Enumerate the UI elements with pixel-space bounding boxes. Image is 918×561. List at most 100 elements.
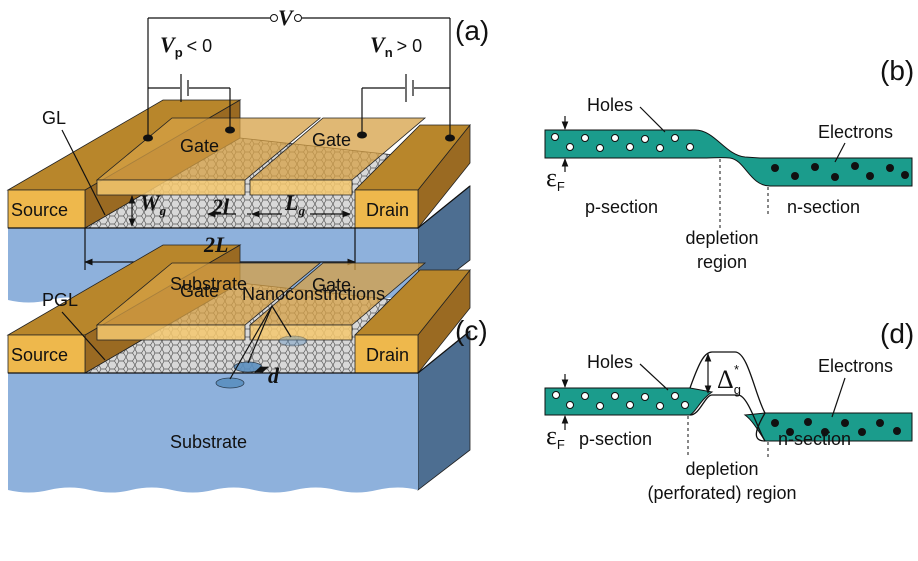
hole [552,391,560,399]
gap-lens [689,351,766,442]
fermi-label: εF [546,163,565,194]
terminal [270,14,278,22]
electron [886,164,894,172]
vp-label: Vp < 0 [160,32,212,60]
energy-band [544,129,913,187]
electron [811,163,819,171]
gap-label: 2l [211,194,230,219]
hole [641,135,649,143]
leader [834,142,846,163]
panel-tag: (c) [455,315,488,346]
leader [61,311,106,361]
electrode [357,131,367,139]
source-label: Source [11,200,68,220]
hole [611,392,619,400]
electron [901,171,909,179]
depletion-label: (perforated) region [647,483,796,503]
substrate-label: Substrate [170,432,247,452]
hole [686,143,694,151]
device-c [6,244,471,493]
hole [596,402,604,410]
length-label: 2L [203,232,228,257]
lg-label: Lg [284,190,305,218]
electrode [445,134,455,142]
wg-label: Wg [140,190,167,218]
electron [821,428,829,436]
p-section-label: p-section [585,197,658,217]
nanoconstriction [278,335,308,347]
substrate-edge [417,185,471,229]
terminal [294,14,302,22]
panel-tag: (b) [880,55,914,86]
hole [566,401,574,409]
hole [641,393,649,401]
gate-front [249,324,353,341]
substrate-edge [417,330,471,374]
hole [611,134,619,142]
gap-label: Δg* [717,362,741,397]
gate-label: Gate [312,130,351,150]
electron [786,428,794,436]
electron [893,427,901,435]
electron [831,173,839,181]
substrate-label: Substrate [170,274,247,294]
band-diagrams [544,106,913,458]
layer-label: PGL [42,290,78,310]
depletion-label: depletion [685,459,758,479]
holes-label: Holes [587,352,633,372]
electron [791,172,799,180]
gate-front [96,324,246,341]
nanoconstrictions-label: Nanoconstrictions [242,284,385,304]
source-label: Source [11,345,68,365]
hole [626,143,634,151]
electrons-label: Electrons [818,356,893,376]
leader [639,106,666,133]
nanoconstriction [215,377,245,389]
electron [771,419,779,427]
hole [656,402,664,410]
hole [551,133,559,141]
electron [876,419,884,427]
electrode [225,126,235,134]
hole [581,134,589,142]
electron [841,419,849,427]
electrode [143,134,153,142]
depletion-label: region [697,252,747,272]
leader [639,363,669,391]
drain-label: Drain [366,345,409,365]
depletion-label: depletion [685,228,758,248]
fermi-label: εF [546,421,565,452]
hole [656,144,664,152]
leader [61,129,106,216]
hole [566,143,574,151]
hole [681,401,689,409]
leader [271,305,292,338]
gate-front [249,179,353,196]
n-section-label: n-section [787,197,860,217]
panel-tag: (d) [880,318,914,349]
gate-label: Gate [180,281,219,301]
hole [671,392,679,400]
electron [866,172,874,180]
leader [247,305,273,364]
layer-label: GL [42,108,66,128]
electron [858,428,866,436]
gate-label: Gate [180,136,219,156]
electrons-label: Electrons [818,122,893,142]
voltage-label: V [278,5,295,30]
panel-tag: (a) [455,15,489,46]
vn-label: Vn > 0 [370,32,422,60]
leader [229,305,273,380]
hole [596,144,604,152]
dimension [254,366,269,373]
leader [831,377,846,418]
d-label: d [268,363,280,388]
electron [804,418,812,426]
electron [851,162,859,170]
gate-front [96,179,246,196]
n-section-label: n-section [778,429,851,449]
gate-label: Gate [312,275,351,295]
p-section-label: p-section [579,429,652,449]
hole [626,401,634,409]
